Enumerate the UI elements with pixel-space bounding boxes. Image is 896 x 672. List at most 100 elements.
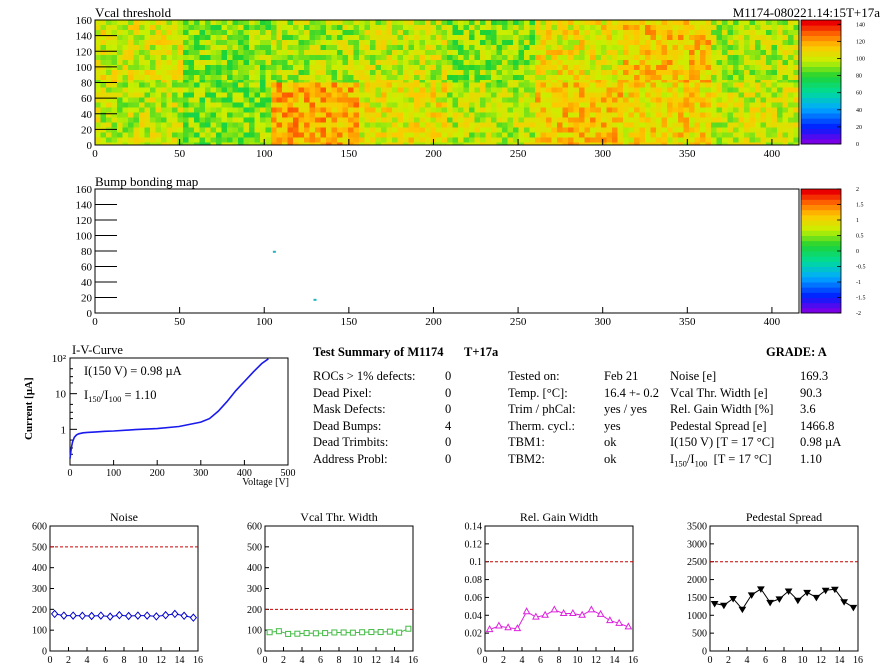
- heatmap-cell: [348, 70, 354, 76]
- heatmap-cell: [612, 75, 618, 81]
- heatmap-cell: [584, 137, 591, 143]
- heatmap-cell: [441, 55, 448, 61]
- heatmap-cell: [254, 122, 261, 128]
- heatmap-cell: [238, 127, 244, 133]
- heatmap-cell: [469, 20, 475, 26]
- heatmap-cell: [95, 70, 101, 76]
- heatmap-cell: [408, 102, 415, 108]
- heatmap-cell: [722, 65, 728, 71]
- heatmap-cell: [529, 80, 536, 83]
- heatmap-cell: [122, 50, 129, 56]
- heatmap-cell: [177, 80, 184, 83]
- heatmap-cell: [711, 20, 717, 26]
- heatmap-cell: [177, 35, 184, 41]
- heatmap-cell: [540, 65, 547, 71]
- heatmap-cell: [205, 30, 211, 36]
- heatmap-cell: [524, 35, 530, 41]
- heatmap-cell: [293, 55, 299, 61]
- heatmap-cell: [502, 97, 508, 103]
- heatmap-cell: [678, 80, 684, 83]
- heatmap-cell: [238, 142, 244, 146]
- heatmap-cell: [766, 127, 772, 133]
- heatmap-cell: [535, 75, 541, 81]
- heatmap-cell: [172, 60, 178, 66]
- heatmap-cell: [601, 50, 607, 56]
- heatmap-cell: [353, 107, 360, 113]
- heatmap-cell: [414, 92, 420, 98]
- heatmap-cell: [150, 102, 156, 108]
- heatmap-cell: [733, 142, 739, 146]
- heatmap-cell: [458, 92, 464, 98]
- heatmap-cell: [535, 132, 541, 138]
- heatmap-cell: [562, 117, 569, 123]
- heatmap-cell: [568, 20, 574, 26]
- heatmap-cell: [771, 137, 778, 143]
- heatmap-cell: [738, 87, 745, 93]
- x-tick-label: 100: [256, 316, 273, 328]
- heatmap-cell: [249, 112, 255, 118]
- heatmap-cell: [760, 112, 767, 118]
- heatmap-cell: [650, 40, 657, 46]
- heatmap-cell: [161, 80, 167, 83]
- heatmap-cell: [628, 102, 635, 108]
- heatmap-cell: [161, 107, 167, 113]
- heatmap-cell: [370, 92, 376, 98]
- heatmap-cell: [689, 75, 695, 81]
- heatmap-cell: [485, 97, 492, 103]
- heatmap-cell: [100, 50, 107, 56]
- heatmap-cell: [716, 87, 723, 93]
- heatmap-cell: [172, 97, 178, 103]
- heatmap-cell: [150, 35, 156, 41]
- heatmap-cell: [601, 35, 607, 41]
- heatmap-cell: [144, 127, 151, 133]
- heatmap-cell: [271, 50, 277, 56]
- heatmap-cell: [95, 92, 101, 98]
- heatmap-cell: [661, 30, 668, 36]
- y-tick-label: 40: [81, 277, 93, 289]
- heatmap-cell: [133, 137, 140, 143]
- summary-row: Pedestal Spread [e]: [670, 418, 767, 433]
- heatmap-cell: [705, 80, 712, 83]
- heatmap-cell: [315, 137, 321, 143]
- heatmap-cell: [414, 102, 420, 108]
- heatmap-cell: [601, 122, 607, 128]
- heatmap-cell: [447, 107, 453, 113]
- heatmap-cell: [320, 70, 327, 76]
- heatmap-cell: [183, 127, 189, 133]
- heatmap-cell: [458, 97, 464, 103]
- heatmap-cell: [595, 82, 602, 88]
- heatmap-cell: [661, 45, 668, 51]
- heatmap-cell: [727, 75, 734, 81]
- heatmap-cell: [249, 70, 255, 76]
- heatmap-cell: [337, 127, 343, 133]
- heatmap-cell: [348, 60, 354, 66]
- heatmap-cell: [733, 92, 739, 98]
- heatmap-cell: [216, 82, 222, 88]
- summary-row: Vcal Thr. Width [e]: [670, 385, 768, 400]
- heatmap-cell: [293, 45, 299, 51]
- heatmap-cell: [738, 137, 745, 143]
- heatmap-cell: [524, 75, 530, 81]
- heatmap-cell: [342, 142, 349, 146]
- heatmap-cell: [705, 30, 712, 36]
- heatmap-cell: [507, 82, 514, 88]
- heatmap-cell: [480, 80, 486, 83]
- heatmap-cell: [375, 117, 382, 123]
- heatmap-cell: [326, 137, 332, 143]
- heatmap-cell: [298, 137, 305, 143]
- heatmap-cell: [436, 40, 442, 46]
- heatmap-cell: [276, 60, 283, 66]
- heatmap-cell: [117, 80, 123, 83]
- heatmap-cell: [491, 97, 497, 103]
- heatmap-cell: [139, 82, 145, 88]
- heatmap-cell: [667, 82, 673, 88]
- heatmap-cell: [348, 102, 354, 108]
- heatmap-cell: [227, 50, 233, 56]
- heatmap-cell: [419, 45, 426, 51]
- heatmap-cell: [177, 20, 184, 26]
- heatmap-cell: [128, 97, 134, 103]
- heatmap-cell: [227, 30, 233, 36]
- heatmap-cell: [150, 40, 156, 46]
- colorbar-cell: [801, 245, 841, 252]
- heatmap-cell: [711, 55, 717, 61]
